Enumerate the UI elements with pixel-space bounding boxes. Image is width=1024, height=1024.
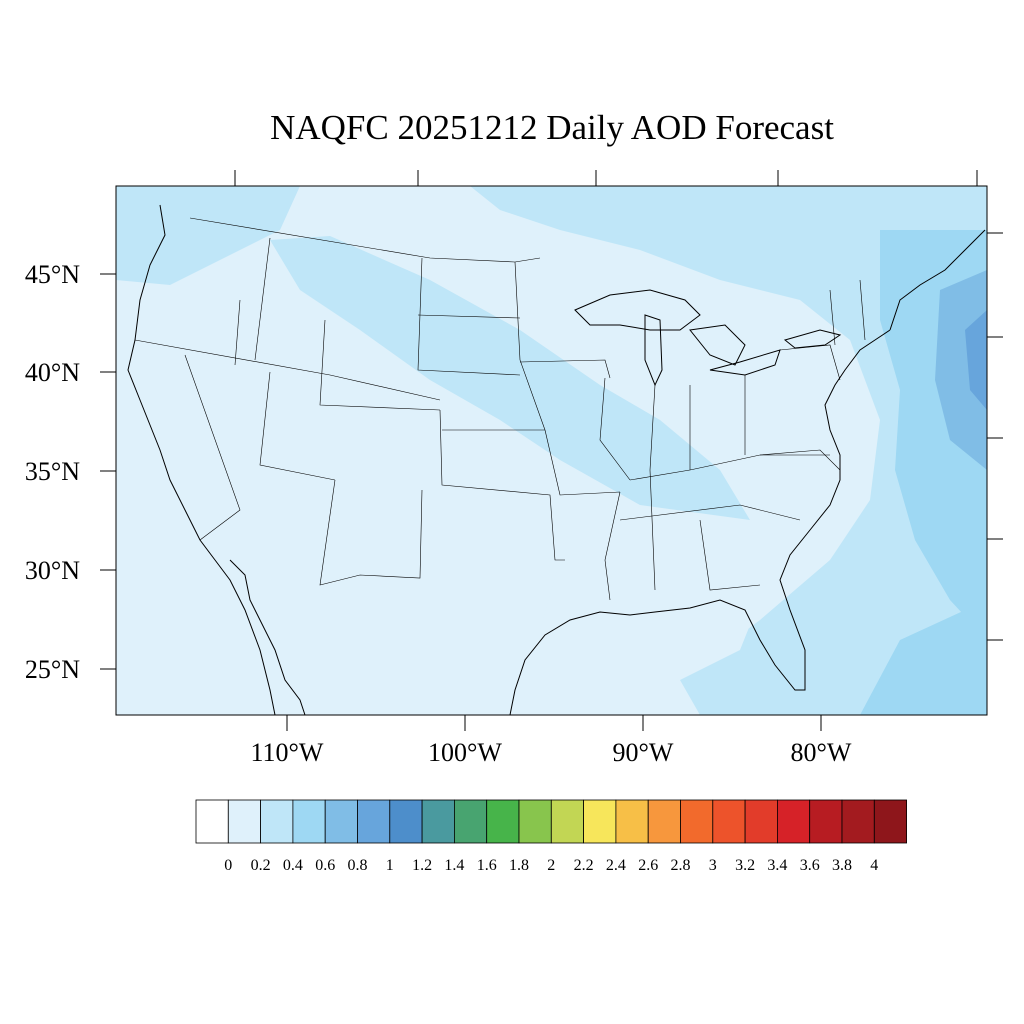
- colorbar-swatch: [260, 799, 294, 844]
- colorbar-tick-label: 1.6: [477, 857, 497, 874]
- colorbar-swatch: [841, 799, 875, 844]
- lon-label: 110°W: [251, 738, 324, 767]
- ticks: [100, 170, 1003, 731]
- colorbar-tick-label: 2: [547, 857, 555, 874]
- coastlines: [127, 204, 986, 715]
- colorbar-tick-label: 0: [224, 857, 232, 874]
- lat-label: 45°N: [25, 260, 80, 289]
- colorbar-labels: 0 0.2 0.4 0.6 0.8 1 1.2 1.4 1.6 1.8 2 2.2 2.4 2.6 2.8 3…: [224, 857, 878, 874]
- colorbar-tick-label: 2.2: [574, 857, 594, 874]
- longitude-labels: 110°W 100°W 90°W 80°W: [251, 738, 852, 767]
- colorbar-tick-label: 2.4: [606, 857, 626, 874]
- colorbar-swatch: [680, 799, 714, 844]
- colorbar-tick-label: 1.4: [444, 857, 464, 874]
- colorbar-swatch: [421, 799, 455, 844]
- lat-label: 25°N: [25, 655, 80, 684]
- lon-label: 90°W: [613, 738, 674, 767]
- colorbar-swatch: [453, 799, 488, 844]
- latitude-labels: 45°N 40°N 35°N 30°N 25°N: [25, 260, 80, 684]
- colorbar-swatch: [809, 799, 843, 844]
- colorbar-swatch: [195, 799, 229, 844]
- colorbar-swatch: [647, 799, 681, 844]
- lon-label: 80°W: [791, 738, 852, 767]
- colorbar-swatch: [227, 799, 262, 844]
- colorbar-swatch: [583, 799, 617, 844]
- colorbar-swatch: [324, 799, 358, 844]
- colorbar-tick-label: 3.4: [767, 857, 787, 874]
- colorbar-tick-label: 4: [870, 857, 878, 874]
- map-frame: [115, 185, 988, 716]
- map-title: NAQFC 20251212 Daily AOD Forecast: [270, 108, 834, 147]
- colorbar: [195, 799, 907, 844]
- colorbar-tick-label: 1.8: [509, 857, 529, 874]
- colorbar-tick-label: 3.8: [832, 857, 852, 874]
- colorbar-swatch: [615, 799, 649, 844]
- colorbar-tick-label: 3.6: [800, 857, 820, 874]
- colorbar-swatch: [550, 799, 584, 844]
- colorbar-tick-label: 0.6: [315, 857, 335, 874]
- colorbar-swatch: [357, 799, 391, 844]
- colorbar-tick-label: 0.2: [251, 857, 271, 874]
- colorbar-tick-label: 3.2: [735, 857, 755, 874]
- colorbar-swatch: [873, 799, 907, 844]
- colorbar-swatch: [292, 799, 326, 844]
- colorbar-swatch: [744, 799, 778, 844]
- colorbar-tick-label: 1: [386, 857, 394, 874]
- colorbar-tick-label: 0.4: [283, 857, 303, 874]
- colorbar-tick-label: 2.6: [638, 857, 658, 874]
- colorbar-swatch: [777, 799, 811, 844]
- colorbar-swatch: [389, 799, 423, 844]
- colorbar-swatch: [712, 799, 746, 844]
- state-boundaries: [134, 217, 866, 601]
- lon-label: 100°W: [428, 738, 502, 767]
- colorbar-tick-label: 1.2: [412, 857, 432, 874]
- colorbar-tick-label: 3: [709, 857, 717, 874]
- colorbar-tick-label: 2.8: [671, 857, 691, 874]
- colorbar-swatch: [518, 799, 552, 844]
- colorbar-tick-label: 0.8: [348, 857, 368, 874]
- lat-label: 30°N: [25, 556, 80, 585]
- lat-label: 35°N: [25, 457, 80, 486]
- aod-field: [116, 186, 987, 715]
- lat-label: 40°N: [25, 358, 80, 387]
- colorbar-swatch: [486, 799, 520, 844]
